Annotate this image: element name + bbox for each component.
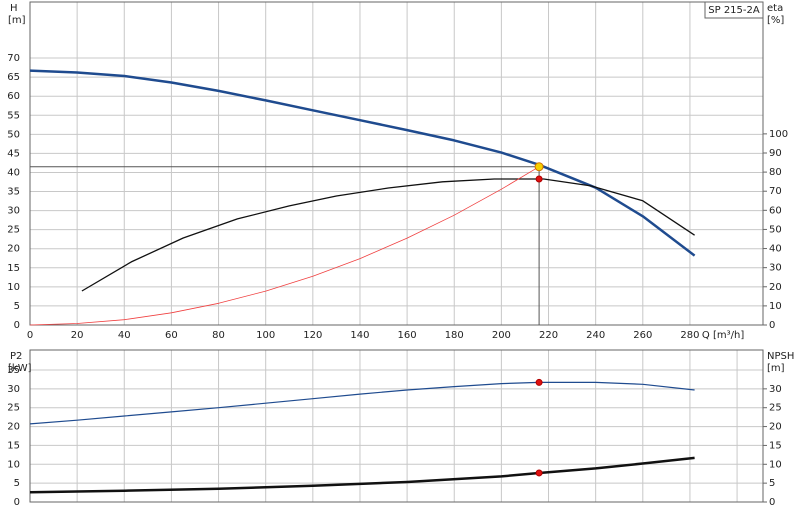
y2-tick-label: 0 [769,497,775,508]
x-tick-label: 0 [27,330,33,341]
curve [81,178,695,292]
x-tick-label: 220 [539,330,558,341]
operating-point [535,469,543,477]
curve [29,456,695,494]
y2-tick-label: 5 [769,478,775,489]
y2-tick-label: 25 [769,403,782,414]
y2-axis-label: NPSH [767,351,794,362]
plot-frame [29,1,764,326]
y-tick-label: 45 [7,148,20,159]
y2-tick-label: 20 [769,422,782,433]
x-tick-label: 240 [586,330,605,341]
curve [29,69,696,257]
y-tick-label: 15 [7,263,20,274]
plot-frame [29,349,764,503]
x-tick-label: 160 [398,330,417,341]
y-tick-label: 5 [14,301,20,312]
x-tick-label: 200 [492,330,511,341]
x-tick-label: 40 [118,330,131,341]
y-tick-label: 70 [7,53,20,64]
y-axis-label: P2 [10,351,22,362]
y2-tick-label: 40 [769,244,782,255]
y-tick-label: 40 [7,167,20,178]
y2-tick-label: 15 [769,440,782,451]
y-tick-label: 10 [7,282,20,293]
y2-tick-label: 90 [769,148,782,159]
y-tick-label: 10 [7,459,20,470]
y-tick-label: 35 [7,365,20,376]
y2-tick-label: 70 [769,186,782,197]
y2-tick-label: 10 [769,459,782,470]
y-tick-label: 15 [7,440,20,451]
y-axis-unit: [kW] [8,363,32,374]
operating-point [535,175,543,183]
x-tick-label: 100 [256,330,275,341]
y2-tick-label: 80 [769,167,782,178]
y2-tick-label: 20 [769,282,782,293]
y-axis-unit: [m] [8,15,26,26]
y2-tick-label: 30 [769,384,782,395]
operating-point [535,378,543,386]
title-box [704,1,764,19]
x-tick-label: 120 [303,330,322,341]
y2-tick-label: 100 [769,129,788,140]
x-tick-label: 180 [445,330,464,341]
y2-tick-label: 30 [769,263,782,274]
x-tick-label: 60 [165,330,178,341]
y2-axis-label: eta [767,3,783,14]
y-tick-label: 50 [7,129,20,140]
y-tick-label: 55 [7,110,20,121]
y-tick-label: 60 [7,91,20,102]
chart-title: SP 215-2A [708,5,760,16]
y2-axis-unit: [m] [767,363,785,374]
y-tick-label: 30 [7,206,20,217]
x-tick-label: 140 [350,330,369,341]
x-tick-label: 20 [71,330,84,341]
y-tick-label: 35 [7,187,20,198]
y-tick-label: 0 [14,320,20,331]
y-tick-label: 20 [7,244,20,255]
curve [29,381,695,425]
y2-tick-label: 60 [769,205,782,216]
y-tick-label: 25 [7,225,20,236]
y2-tick-label: 10 [769,301,782,312]
y-tick-label: 25 [7,403,20,414]
y-tick-label: 65 [7,72,20,83]
y-tick-label: 5 [14,478,20,489]
x-axis-label: Q [m³/h] [702,330,744,341]
y2-tick-label: 50 [769,224,782,235]
x-tick-label: 260 [633,330,652,341]
curve [29,166,540,326]
y2-tick-label: 0 [769,320,775,331]
x-tick-label: 280 [680,330,699,341]
y-tick-label: 20 [7,422,20,433]
y-tick-label: 0 [14,497,20,508]
operating-point [534,162,544,172]
y2-axis-unit: [%] [767,15,784,26]
y-axis-label: H [10,3,18,14]
y-tick-label: 30 [7,384,20,395]
x-tick-label: 80 [212,330,225,341]
